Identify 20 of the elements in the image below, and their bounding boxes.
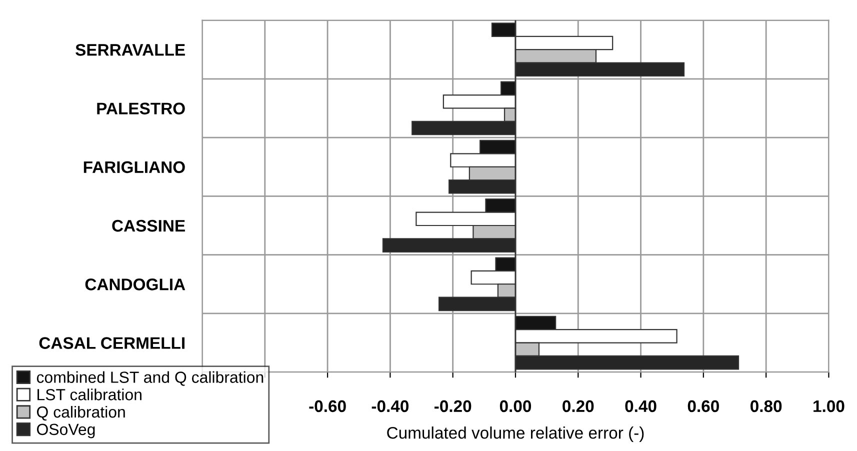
x-tick-label: 0.20 — [562, 400, 594, 412]
x-tick-label: 1.00 — [814, 400, 844, 412]
legend-label: Q calibration — [36, 406, 125, 421]
legend-label: combined LST and Q calibration — [36, 371, 264, 386]
x-axis-title: Cumulated volume relative error (-) — [387, 426, 644, 442]
x-tick-label: -0.20 — [434, 400, 472, 412]
x-tick-label: 0.00 — [500, 400, 532, 412]
y-tick-label: CASSINE — [112, 220, 185, 232]
legend-label: LST calibration — [38, 388, 142, 400]
x-tick-label: 0.40 — [625, 400, 656, 412]
x-tick-label: -0.60 — [309, 400, 346, 412]
y-tick-label: CANDOGLIA — [85, 278, 186, 290]
y-tick-label: PALESTRO — [97, 102, 185, 114]
y-tick-label: FARIGLIANO — [84, 161, 185, 174]
y-tick-label: SERRAVALLE — [76, 44, 185, 56]
y-tick-label: CASAL CERMELLI — [39, 337, 184, 349]
legend-label: OSoVeg — [36, 424, 95, 438]
x-tick-label: 0.60 — [688, 400, 719, 412]
x-tick-label: -0.40 — [372, 400, 409, 412]
x-tick-label: 0.80 — [750, 400, 782, 412]
